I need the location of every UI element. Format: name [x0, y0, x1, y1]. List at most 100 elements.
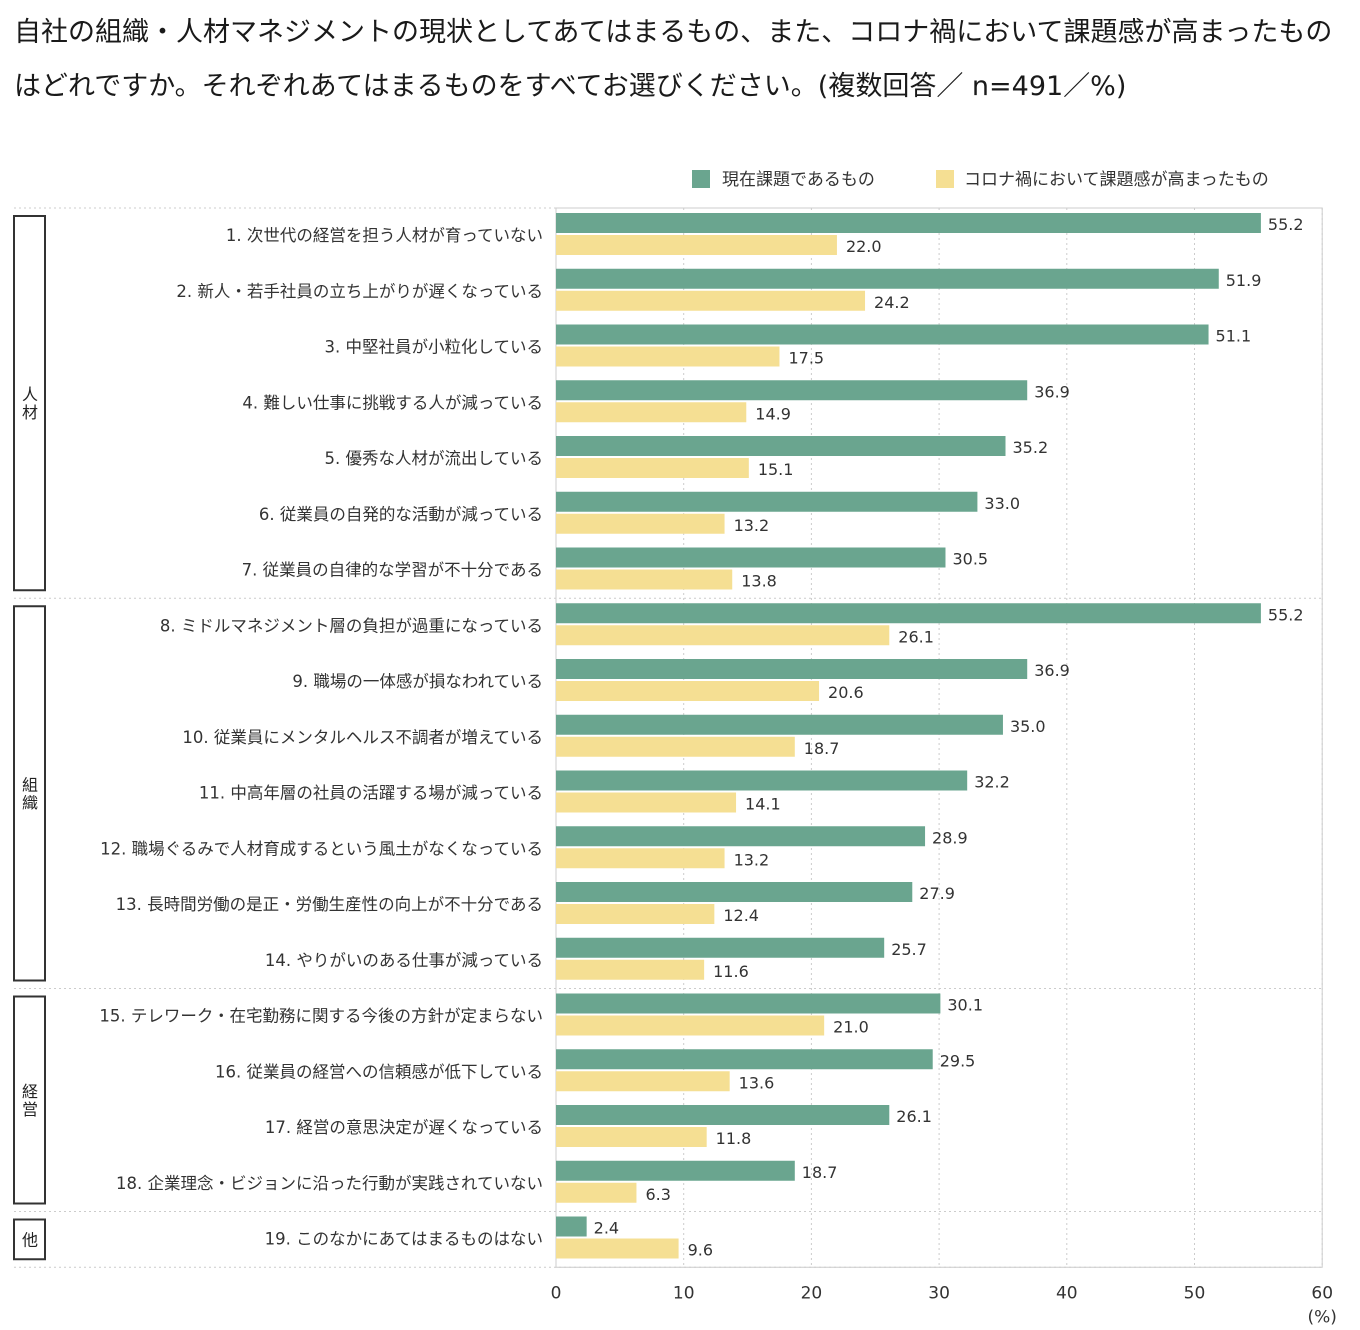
bar-current	[556, 826, 926, 847]
category-label: 15. テレワーク・在宅勤務に関する今後の方針が定まらない	[99, 1007, 543, 1026]
bar-current	[556, 714, 1003, 735]
x-tick-label: 10	[673, 1283, 695, 1303]
data-label-covid: 13.2	[734, 850, 770, 869]
category-label: 5. 優秀な人材が流出している	[325, 449, 544, 468]
data-label-current: 25.7	[891, 940, 927, 959]
data-label-current: 51.1	[1216, 327, 1252, 346]
data-label-current: 30.1	[947, 996, 983, 1015]
legend-label-current: 現在課題であるもの	[722, 170, 875, 190]
data-label-covid: 9.6	[688, 1241, 713, 1260]
category-label: 13. 長時間労働の是正・労働生産性の向上が不十分である	[116, 895, 543, 914]
category-label: 10. 従業員にメンタルヘルス不調者が増えている	[182, 728, 543, 747]
data-label-covid: 24.2	[874, 293, 910, 312]
group-box	[13, 1218, 46, 1261]
bar-current	[556, 268, 1219, 289]
group-box	[13, 215, 46, 592]
data-label-current: 30.5	[952, 550, 988, 569]
data-label-current: 18.7	[802, 1163, 838, 1182]
bar-covid	[556, 792, 737, 813]
bar-covid	[556, 1071, 730, 1092]
data-label-current: 26.1	[896, 1107, 932, 1126]
data-label-current: 36.9	[1034, 382, 1070, 401]
bar-current	[556, 491, 978, 512]
bar-covid	[556, 513, 725, 534]
data-label-covid: 21.0	[833, 1018, 869, 1037]
data-label-covid: 20.6	[828, 683, 864, 702]
category-label: 2. 新人・若手社員の立ち上がりが遅くなっている	[176, 282, 543, 301]
data-label-covid: 15.1	[758, 460, 794, 479]
x-tick-label: 30	[928, 1283, 950, 1303]
bar-current	[556, 770, 968, 791]
data-label-covid: 26.1	[898, 627, 934, 646]
bar-covid	[556, 681, 820, 701]
group-label: 人材	[22, 385, 38, 422]
bar-current	[556, 603, 1261, 624]
data-label-current: 36.9	[1034, 661, 1070, 680]
bar-current	[556, 1049, 933, 1070]
data-label-covid: 18.7	[804, 739, 840, 758]
data-label-current: 27.9	[919, 884, 955, 903]
bar-covid	[556, 235, 837, 255]
group-box	[13, 605, 46, 982]
data-label-current: 33.0	[984, 494, 1020, 513]
bar-covid	[556, 959, 705, 980]
data-label-current: 28.9	[932, 828, 968, 847]
data-label-covid: 13.8	[741, 572, 777, 591]
bar-covid	[556, 402, 747, 423]
legend-swatch-current	[692, 170, 710, 188]
data-label-current: 2.4	[594, 1219, 619, 1238]
bar-current	[556, 993, 941, 1014]
data-label-covid: 14.9	[755, 404, 791, 423]
data-label-current: 29.5	[940, 1051, 976, 1070]
bar-current	[556, 1216, 587, 1237]
legend-swatch-covid	[936, 170, 954, 188]
category-label: 17. 経営の意思決定が遅くなっている	[265, 1118, 543, 1137]
chart-title: 自社の組織・人材マネジメントの現状としてあてはまるもの、また、コロナ禍において課…	[14, 17, 1333, 102]
category-label: 6. 従業員の自発的な活動が減っている	[259, 505, 543, 524]
bar-covid	[556, 346, 780, 367]
group-label: 他	[22, 1230, 38, 1249]
bar-current	[556, 659, 1028, 679]
category-label: 11. 中高年層の社員の活躍する場が減っている	[199, 784, 543, 803]
bar-covid	[556, 904, 715, 924]
bar-current	[556, 547, 946, 568]
group-label: 組織	[22, 775, 38, 812]
data-label-covid: 13.6	[739, 1073, 775, 1092]
category-label: 1. 次世代の経営を担う人材が育っていない	[226, 226, 543, 245]
category-label: 8. ミドルマネジメント層の負担が過重になっている	[160, 616, 543, 635]
bar-covid	[556, 625, 890, 646]
bar-current	[556, 1105, 890, 1125]
data-label-current: 55.2	[1268, 605, 1304, 624]
bar-current	[556, 937, 885, 958]
group-box	[13, 995, 46, 1205]
data-label-current: 35.0	[1010, 717, 1046, 736]
group-label: 経営	[22, 1082, 38, 1119]
data-label-covid: 14.1	[745, 795, 781, 814]
bar-covid	[556, 1238, 679, 1259]
data-label-current: 32.2	[974, 773, 1010, 792]
data-label-current: 55.2	[1268, 215, 1304, 234]
bar-covid	[556, 1182, 637, 1203]
data-label-covid: 17.5	[788, 349, 824, 368]
x-tick-label: 0	[551, 1283, 562, 1303]
category-label: 4. 難しい仕事に挑戦する人が減っている	[242, 393, 543, 412]
bar-covid	[556, 569, 733, 590]
bar-current	[556, 436, 1006, 456]
category-label: 19. このなかにあてはまるものはない	[265, 1230, 543, 1249]
category-label: 3. 中堅社員が小粒化している	[325, 338, 544, 357]
bar-current	[556, 1160, 795, 1181]
data-label-current: 35.2	[1013, 438, 1049, 457]
x-tick-label: 20	[801, 1283, 823, 1303]
x-axis-unit: (%)	[1307, 1307, 1336, 1327]
data-label-covid: 6.3	[645, 1185, 670, 1204]
category-label: 16. 従業員の経営への信頼感が低下している	[215, 1062, 543, 1081]
x-tick-label: 40	[1056, 1283, 1078, 1303]
data-label-covid: 12.4	[723, 906, 759, 925]
category-label: 7. 従業員の自律的な学習が不十分である	[242, 561, 543, 580]
legend-label-covid: コロナ禍において課題感が高まったもの	[964, 170, 1269, 190]
bar-current	[556, 213, 1261, 233]
x-tick-label: 50	[1184, 1283, 1206, 1303]
data-label-covid: 11.8	[716, 1129, 752, 1148]
bar-covid	[556, 1127, 707, 1147]
